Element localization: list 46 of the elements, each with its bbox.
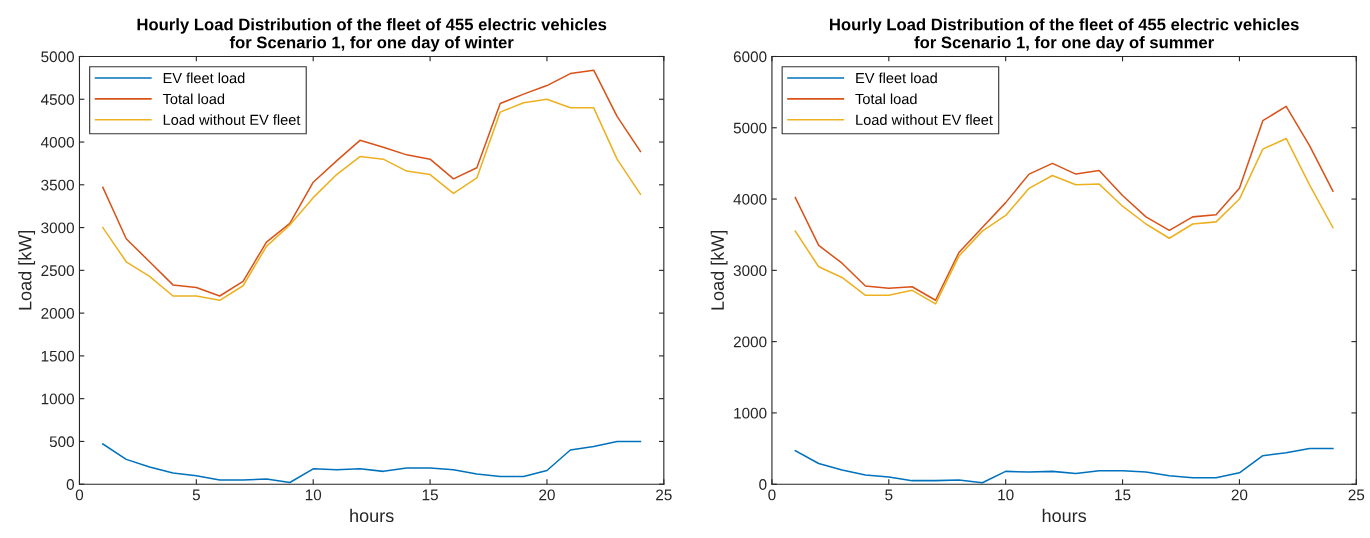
chart-title: Hourly Load Distribution of the fleet of 455 electric vehicles for Scenario 1, for one day of summer xyxy=(830,18,1299,52)
line-series xyxy=(794,447,1334,484)
x-tick-label: 25 xyxy=(656,489,672,501)
legend-label: Load without EV fleet xyxy=(856,114,993,126)
x-tick-label: 0 xyxy=(75,489,84,501)
x-tick-label: 10 xyxy=(305,489,322,501)
y-tick-label: 5000 xyxy=(733,122,767,134)
x-axis-title: hours xyxy=(1042,508,1087,523)
legend-label: EV fleet load xyxy=(163,72,245,84)
y-tick-label: 3500 xyxy=(41,179,74,191)
x-tick-label: 10 xyxy=(998,489,1014,501)
x-tick-label: 20 xyxy=(539,489,555,501)
y-tick-label: 4000 xyxy=(40,136,74,148)
y-tick-label: 5000 xyxy=(41,51,74,63)
y-axis-title: Load [kW] xyxy=(18,230,36,310)
y-tick-label: 0 xyxy=(66,479,74,490)
y-tick-label: 6000 xyxy=(733,51,767,63)
y-tick-label: 500 xyxy=(49,436,74,448)
y-tick-label: 3000 xyxy=(41,222,74,234)
legend-label: Total load xyxy=(162,93,225,105)
line-series xyxy=(102,440,642,484)
x-tick-label: 5 xyxy=(885,489,893,501)
y-tick-label: 2500 xyxy=(41,265,74,277)
x-tick-label: 0 xyxy=(768,489,776,501)
x-tick-label: 15 xyxy=(1115,489,1131,501)
y-tick-label: 4000 xyxy=(733,193,767,205)
y-axis-title: Load [kW] xyxy=(710,230,728,310)
y-tick-label: 3000 xyxy=(733,265,767,277)
line-series xyxy=(794,105,1334,302)
line-series xyxy=(794,137,1334,305)
legend-label: Load without EV fleet xyxy=(163,114,301,126)
y-tick-label: 1500 xyxy=(41,350,74,362)
y-tick-label: 1000 xyxy=(41,393,74,405)
x-tick-label: 20 xyxy=(1231,489,1248,501)
legend-label: EV fleet load xyxy=(856,72,937,84)
y-tick-label: 4500 xyxy=(40,94,74,105)
legend-label: Total load xyxy=(855,93,917,105)
chart-title: Hourly Load Distribution of the fleet of 455 electric vehicles for Scenario 1, for one day of winter xyxy=(137,18,607,52)
y-tick-label: 2000 xyxy=(41,307,74,319)
x-axis-title: hours xyxy=(350,508,394,523)
x-tick-label: 5 xyxy=(192,489,200,501)
y-tick-label: 0 xyxy=(759,479,767,490)
y-tick-label: 1000 xyxy=(734,407,767,419)
y-tick-label: 2000 xyxy=(733,336,767,348)
x-tick-label: 15 xyxy=(422,489,438,501)
x-tick-label: 25 xyxy=(1348,489,1365,501)
